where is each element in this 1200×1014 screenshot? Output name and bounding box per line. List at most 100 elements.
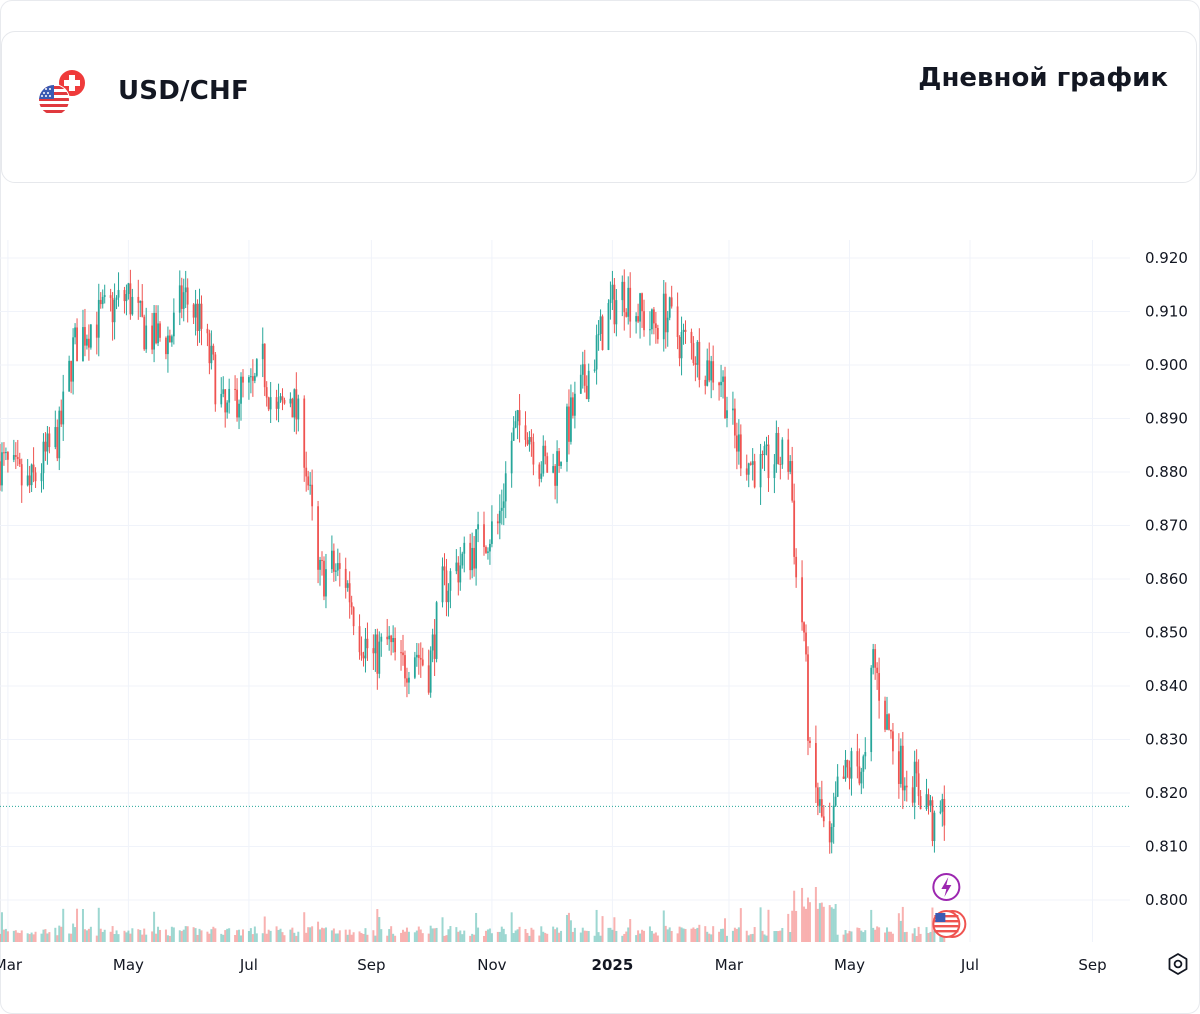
volume-bar [710, 934, 713, 942]
volume-bar [787, 913, 790, 942]
volume-bar [648, 926, 651, 942]
volume-bar [512, 933, 515, 942]
candle-body [319, 559, 321, 570]
candle-body [720, 381, 722, 386]
candle-body [512, 427, 515, 441]
volume-bar [435, 927, 438, 942]
volume-bar [220, 933, 223, 942]
candle-body [698, 341, 701, 380]
volume-bar [747, 935, 750, 942]
candle-body [635, 316, 638, 322]
volume-bar [6, 931, 9, 942]
volume-bar [206, 931, 209, 942]
volume-bar [585, 930, 588, 942]
price-tick-label: 0.830 [1145, 731, 1188, 749]
price-tick-label: 0.810 [1145, 838, 1188, 856]
volume-bar [261, 933, 264, 942]
candle-body [334, 570, 337, 572]
candle-body [406, 678, 408, 683]
volume-bar [405, 927, 408, 942]
volume-bar [263, 916, 266, 942]
candle-body [68, 360, 71, 392]
volume-bar [779, 930, 782, 942]
candle-body [325, 569, 327, 597]
candle-body [807, 654, 809, 741]
volume-bar [558, 932, 561, 942]
candle-body [489, 543, 491, 552]
volume-bar [718, 931, 721, 942]
volume-bar [145, 934, 148, 942]
volume-bar [109, 931, 112, 942]
volume-bar [899, 920, 902, 942]
price-chart[interactable]: 0.920 0.910 0.900 0.890 0.880 0.870 0.860 0.850… [0, 200, 1200, 990]
volume-bar [334, 933, 337, 942]
volume-bar [872, 927, 875, 942]
volume-bar [457, 931, 460, 942]
candle-body [419, 657, 422, 660]
volume-bar [504, 934, 507, 942]
volume-bar [324, 927, 327, 942]
us-flag-event-icon[interactable] [932, 910, 967, 938]
volume-bar [85, 930, 88, 942]
price-tick-label: 0.920 [1145, 249, 1188, 267]
volume-bar [344, 929, 347, 942]
candle-body [795, 556, 798, 578]
candle-body [137, 296, 140, 303]
candle-body [26, 475, 29, 486]
volume-bar [317, 921, 320, 942]
candle-body [238, 403, 240, 418]
candle-body [939, 811, 942, 813]
candle-body [475, 529, 478, 569]
header-card [1, 31, 1197, 183]
candle-body [903, 785, 906, 791]
candle-body [483, 524, 485, 548]
volume-bar [836, 934, 839, 942]
chart-events[interactable] [932, 873, 967, 938]
candle-body [267, 397, 270, 410]
volume-bar [46, 933, 49, 942]
settings-icon[interactable] [1164, 950, 1192, 978]
candle-body [208, 333, 211, 364]
volume-bar [652, 933, 655, 942]
candle-body [524, 425, 527, 440]
volume-bar [735, 928, 738, 942]
volume-bar [20, 930, 23, 942]
volume-bar [281, 932, 284, 942]
volume-bar [196, 934, 199, 942]
price-tick-label: 0.900 [1145, 356, 1188, 374]
candle-body [153, 312, 155, 350]
candle-body [168, 335, 171, 343]
candle-body [248, 377, 250, 383]
lightning-icon[interactable] [932, 873, 961, 901]
volume-bar [860, 930, 863, 942]
volume-bar [253, 926, 256, 942]
candle-body [28, 475, 31, 486]
candle-body [186, 287, 189, 305]
candle-body [542, 445, 545, 474]
candle-body [678, 336, 681, 359]
volume-bar [678, 926, 681, 942]
volume-bar [583, 930, 586, 942]
candle-body [611, 284, 614, 300]
volume-bar [530, 927, 533, 942]
candle-body [500, 507, 503, 511]
candle-body [706, 360, 709, 386]
volume-bar [95, 935, 98, 942]
candle-body [516, 410, 519, 422]
time-tick-label: 2025 [592, 956, 634, 974]
candle-body [540, 473, 543, 479]
candle-body [56, 427, 59, 459]
volume-bar [471, 933, 474, 942]
volume-bar [226, 928, 229, 942]
candle-body [48, 433, 51, 448]
candle-body [212, 345, 215, 355]
volume-bar [500, 926, 503, 942]
candle-body [277, 401, 280, 409]
volume-bar [803, 906, 806, 942]
candle-body [552, 466, 555, 473]
volume-bar [214, 928, 217, 942]
volume-bar [666, 929, 669, 942]
volume-bar [925, 927, 928, 942]
candle-body [820, 799, 823, 817]
volume-bar [192, 927, 195, 942]
